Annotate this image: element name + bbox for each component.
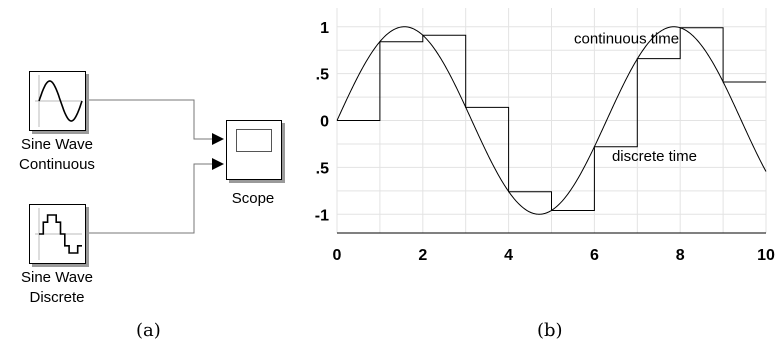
simulink-diagram	[86, 99, 224, 234]
x-tick-label: 10	[757, 247, 775, 264]
discrete-sine-icon	[35, 208, 82, 260]
scope-block[interactable]	[226, 120, 282, 180]
sine-continuous-label-line1: Sine Wave	[21, 136, 93, 153]
input-port-arrow-2	[212, 158, 224, 170]
scope-screen-icon	[236, 129, 272, 152]
x-tick-label: 4	[504, 247, 513, 264]
caption-b: (b)	[537, 320, 563, 341]
y-tick-label: 1	[320, 20, 329, 37]
plot-annotation: continuous time	[574, 31, 679, 48]
caption-a: (a)	[136, 320, 161, 341]
sine-wave-discrete-label: Sine Wave Discrete	[2, 268, 112, 308]
sine-continuous-label-line2: Continuous	[19, 156, 95, 173]
x-tick-label: 8	[676, 247, 685, 264]
y-tick-label: -1	[315, 207, 329, 224]
sine-discrete-label-line1: Sine Wave	[21, 269, 93, 286]
sine-wave-continuous-block[interactable]	[29, 71, 86, 131]
sine-wave-continuous-label: Sine Wave Continuous	[2, 135, 112, 175]
sine-wave-icon	[35, 75, 83, 127]
y-tick-label: .5	[316, 67, 329, 84]
y-tick-label: 0	[320, 114, 329, 131]
x-tick-label: 0	[333, 247, 342, 264]
sine-plot: 0 2 4 6 8 10 1 .5 0 .5 -1 continuous time discrete…	[315, 8, 775, 264]
signal-line-discrete	[86, 163, 212, 234]
sine-discrete-label-line2: Discrete	[29, 289, 85, 306]
x-tick-label: 6	[590, 247, 599, 264]
scope-label: Scope	[231, 190, 275, 207]
sine-wave-discrete-block[interactable]	[29, 204, 86, 264]
x-tick-label: 2	[418, 247, 427, 264]
input-port-arrow-1	[212, 133, 224, 145]
discrete-stair-curve	[337, 27, 766, 211]
plot-annotation: discrete time	[612, 148, 697, 165]
y-tick-label: .5	[316, 160, 329, 177]
signal-line-continuous	[86, 99, 212, 140]
